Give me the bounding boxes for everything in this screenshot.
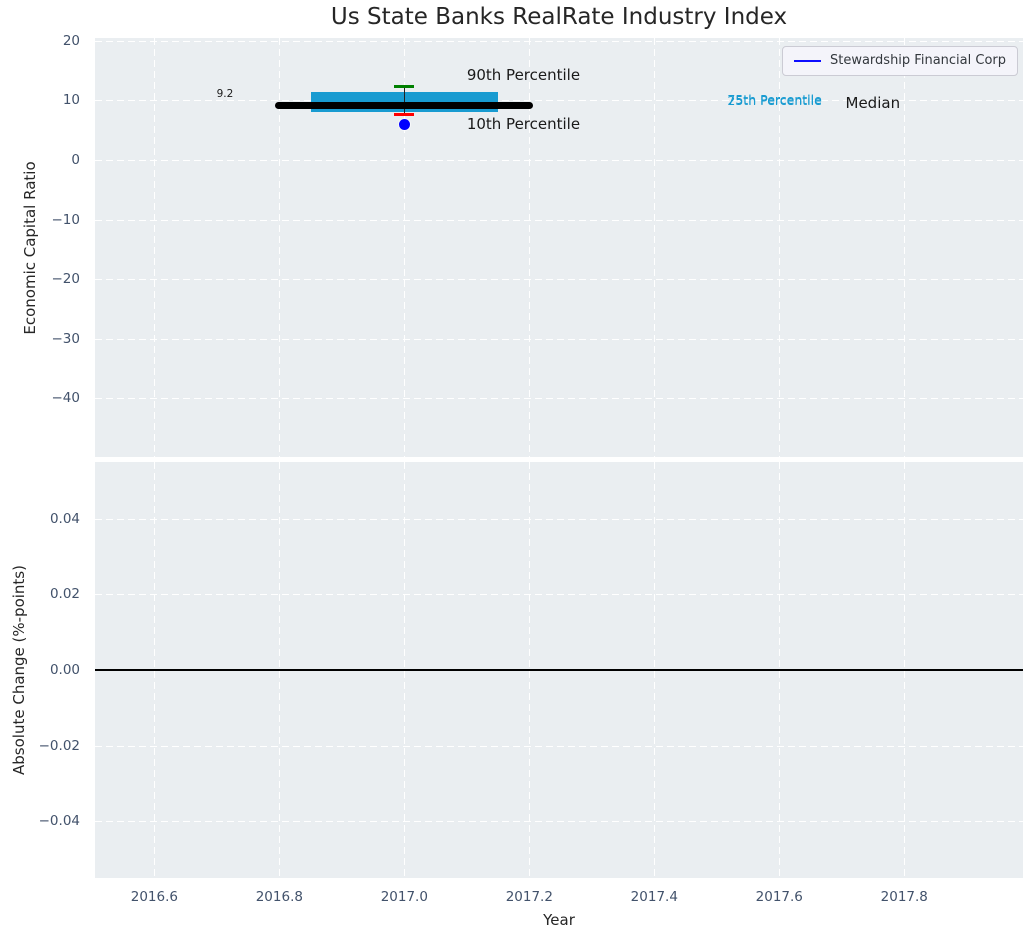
- x-tick-label: 2016.8: [255, 889, 303, 905]
- x-tick-label: 2017.0: [380, 889, 428, 905]
- x-tick-label: 2017.2: [505, 889, 553, 905]
- bottom-y-tick-label: 0.02: [49, 586, 80, 603]
- legend-label: Stewardship Financial Corp: [829, 53, 1006, 68]
- p90-label: 90th Percentile: [466, 66, 581, 85]
- p25-label: 25th Percentile: [727, 93, 822, 109]
- bottom-y-tick-label: 0.00: [49, 661, 80, 678]
- p75-label: 75th Percentile: [727, 91, 822, 107]
- chart-title: Us State Banks RealRate Industry Index: [330, 4, 788, 30]
- gridline-horizontal: [95, 219, 1023, 221]
- bottom-y-tick-label: 0.04: [49, 510, 80, 527]
- gridline-vertical: [279, 38, 281, 457]
- top-y-tick-label: 10: [62, 92, 80, 109]
- gridline-vertical: [529, 38, 531, 457]
- x-tick-label: 2017.6: [755, 889, 803, 905]
- legend: Stewardship Financial Corp: [781, 46, 1018, 76]
- gridline-horizontal: [95, 518, 1023, 520]
- gridline-horizontal: [95, 160, 1023, 161]
- bottom-plot-area: [95, 462, 1023, 878]
- top-y-axis-label: Economic Capital Ratio: [21, 161, 39, 335]
- x-tick-label: 2016.6: [130, 889, 178, 905]
- top-y-tick-label: −40: [51, 389, 81, 406]
- p10-whisker-cap: [394, 113, 415, 117]
- median-label: Median: [845, 93, 901, 112]
- bottom-y-tick-label: −0.02: [38, 737, 80, 754]
- top-y-tick-label: −30: [51, 330, 81, 347]
- x-axis-label: Year: [543, 911, 575, 929]
- bottom-y-tick-label: −0.04: [38, 813, 80, 830]
- legend-line-sample: [793, 59, 821, 62]
- gridline-horizontal: [95, 338, 1023, 340]
- gridline-horizontal: [95, 279, 1023, 281]
- median-value-label: 9.2: [216, 87, 234, 100]
- top-y-tick-label: 0: [71, 151, 80, 168]
- zero-line: [95, 669, 1023, 671]
- bottom-y-axis-label: Absolute Change (%-points): [10, 565, 28, 775]
- gridline-horizontal: [95, 40, 1023, 42]
- gridline-vertical: [654, 38, 656, 457]
- company-point: [398, 118, 410, 130]
- top-y-tick-label: −10: [51, 211, 81, 228]
- p10-label: 10th Percentile: [466, 115, 581, 134]
- gridline-horizontal: [95, 821, 1023, 823]
- top-plot-area: 9.2 90th Percentile 10th Percentile 75th Pe…: [95, 38, 1023, 457]
- top-y-tick-label: −20: [51, 270, 81, 287]
- median-line: [275, 101, 534, 109]
- x-tick-label: 2017.8: [880, 889, 928, 905]
- x-tick-label: 2017.4: [630, 889, 678, 905]
- gridline-horizontal: [95, 398, 1023, 400]
- gridline-horizontal: [95, 745, 1023, 747]
- p90-whisker-cap: [394, 85, 415, 89]
- gridline-vertical: [904, 38, 906, 457]
- gridline-vertical: [154, 38, 156, 457]
- top-y-tick-label: 20: [62, 32, 80, 49]
- gridline-horizontal: [95, 594, 1023, 596]
- whisker-line: [403, 86, 406, 115]
